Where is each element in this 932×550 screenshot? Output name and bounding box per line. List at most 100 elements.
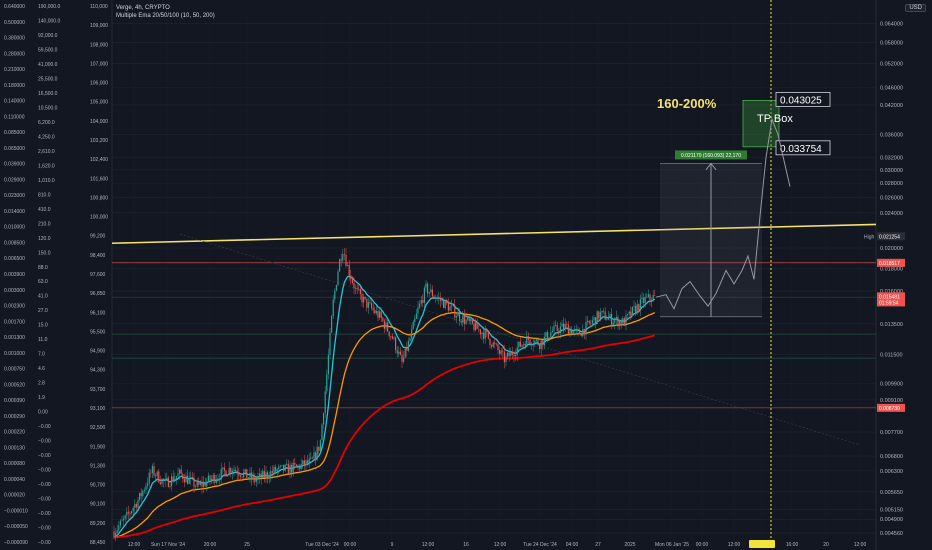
candle-body: [230, 468, 232, 473]
candle-body: [278, 466, 280, 470]
left-tick-label: 190,000.0: [38, 4, 60, 10]
candle-body: [355, 287, 357, 289]
candle-body: [507, 352, 509, 357]
time-tick-label: 12:00: [728, 542, 741, 548]
candle-body: [273, 466, 275, 473]
candle-body: [631, 306, 633, 316]
candle-body: [361, 294, 363, 303]
candle-body: [641, 297, 643, 300]
candle-body: [281, 464, 283, 466]
left-tick-label: 91,900: [90, 444, 106, 450]
candlesticks: [113, 248, 656, 541]
left-tick-label: −0.00: [38, 468, 51, 474]
left-tick-label: 0.180000: [4, 83, 25, 89]
candle-body: [531, 343, 533, 346]
high-price-tag-bg: [877, 232, 905, 241]
left-tick-label: 16,500.0: [38, 91, 58, 97]
candle-body: [318, 446, 320, 452]
candle-body: [473, 323, 475, 331]
candle-body: [465, 319, 467, 324]
candle-body: [404, 347, 406, 358]
candle-body: [539, 344, 541, 349]
candle-body: [323, 412, 325, 425]
candle-body: [526, 336, 528, 347]
candle-body: [185, 475, 187, 483]
time-tick-label: 04:00: [566, 542, 579, 548]
candle-body: [614, 320, 616, 323]
candle-body: [214, 475, 216, 483]
left-tick-label: −0.00: [38, 511, 51, 517]
candle-body: [235, 469, 237, 471]
right-tick-label: 0.046000: [880, 85, 903, 91]
right-tick-label: 0.011500: [880, 353, 903, 359]
time-axis: 12:00 Sun 17 Nov '24 20:00 25 Tue 03 Dec '24…: [128, 540, 866, 548]
candle-body: [489, 338, 491, 346]
candle-body: [595, 317, 597, 325]
candle-body: [475, 321, 477, 331]
candle-body: [540, 340, 542, 349]
candle-body: [644, 297, 646, 303]
candle-body: [639, 299, 641, 311]
candle-body: [396, 350, 398, 354]
time-tick-label: 16:00: [786, 542, 799, 548]
candle-body: [316, 446, 318, 460]
left-tick-label: 0.065000: [4, 146, 25, 152]
left-tick-label: 41,000.0: [38, 62, 58, 68]
candle-body: [155, 475, 157, 477]
candle-body: [289, 464, 291, 474]
time-tick-label: 25: [244, 542, 250, 548]
left-tick-label: 410.0: [38, 207, 51, 213]
candle-body: [395, 337, 397, 351]
candle-body: [190, 477, 192, 479]
candle-body: [276, 469, 278, 472]
candle-body: [353, 282, 355, 289]
candle-body: [484, 329, 486, 339]
left-tick-label: 1,010.0: [38, 178, 55, 184]
candle-body: [228, 468, 230, 475]
candle-body: [590, 323, 592, 324]
candle-body: [156, 471, 158, 477]
candle-body: [619, 320, 621, 327]
candle-body: [233, 469, 235, 471]
left-tick-label: 106,000: [90, 81, 108, 87]
candle-body: [329, 332, 331, 355]
left-tick-label: 0.000290: [4, 414, 25, 420]
candle-body: [492, 342, 494, 347]
candle-body: [647, 294, 649, 297]
candle-body: [294, 462, 296, 465]
tp-box: [742, 99, 780, 148]
candle-body: [587, 320, 589, 322]
time-tick-label: 9: [391, 542, 394, 548]
candle-body: [575, 329, 577, 330]
currency-badge[interactable]: USD: [905, 4, 926, 12]
candle-body: [542, 340, 544, 346]
candle-body: [654, 295, 656, 296]
candle-body: [377, 311, 379, 318]
candle-body: [628, 311, 630, 315]
left-tick-label: 59,500.0: [38, 47, 58, 53]
left-tick-label: 0.039000: [4, 162, 25, 168]
candle-body: [580, 334, 582, 337]
left-tick-label: 0.500000: [4, 20, 25, 26]
candle-body: [446, 300, 448, 304]
candle-body: [270, 471, 272, 479]
candle-body: [369, 302, 371, 304]
candle-body: [579, 330, 581, 335]
candle-body: [537, 339, 539, 345]
candle-body: [564, 324, 566, 329]
candle-body: [158, 471, 160, 483]
chart-legend: Verge, 4h, CRYPTO Multiple Ema 20/50/100…: [116, 4, 215, 20]
left-price-scales: 0.640000 0.500000 0.380000 0.280000 0.210000…: [4, 4, 108, 546]
indicator-title: Multiple Ema 20/50/100 (10, 50, 200): [116, 13, 215, 19]
candle-body: [470, 318, 472, 321]
right-tick-label: 0.052000: [880, 62, 903, 68]
left-tick-label: 27.0: [38, 308, 48, 314]
dotted-trendline: [179, 233, 861, 446]
candle-body: [299, 465, 301, 470]
candle-body: [150, 472, 152, 474]
candle-body: [433, 296, 435, 298]
candle-body: [521, 344, 523, 347]
candle-body: [519, 341, 521, 347]
left-tick-label: 15.0: [38, 323, 48, 329]
